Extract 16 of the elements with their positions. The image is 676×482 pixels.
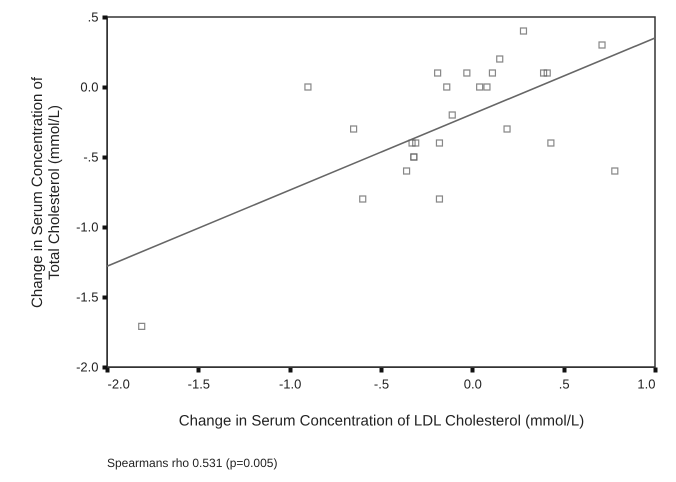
- y-tick-label: -2.0: [76, 360, 98, 374]
- x-tick-label: 0.0: [464, 376, 482, 392]
- y-tick-label: 0.0: [80, 80, 98, 94]
- text: Spearmans rho 0.531 (p=0.005): [107, 456, 278, 470]
- y-tick-label: -1.0: [76, 220, 98, 234]
- y-tick-label: -.5: [83, 150, 98, 164]
- x-tick-label: -.5: [374, 376, 390, 392]
- y-axis-title: Change in Serum Concentration of Total Cholesterol (mmol/L): [29, 76, 64, 308]
- x-axis-title: Change in Serum Concentration of LDL Cholesterol (mmol/L): [178, 412, 584, 430]
- y-tick-label: -1.5: [76, 290, 98, 304]
- x-tick-label: .5: [558, 376, 570, 392]
- y-tick-label: .5: [88, 10, 98, 24]
- x-tick-label: 1.0: [637, 376, 656, 392]
- x-tick-label: -1.5: [188, 376, 210, 392]
- x-tick-label: -1.0: [278, 376, 302, 392]
- x-tick-label: -2.0: [108, 376, 130, 392]
